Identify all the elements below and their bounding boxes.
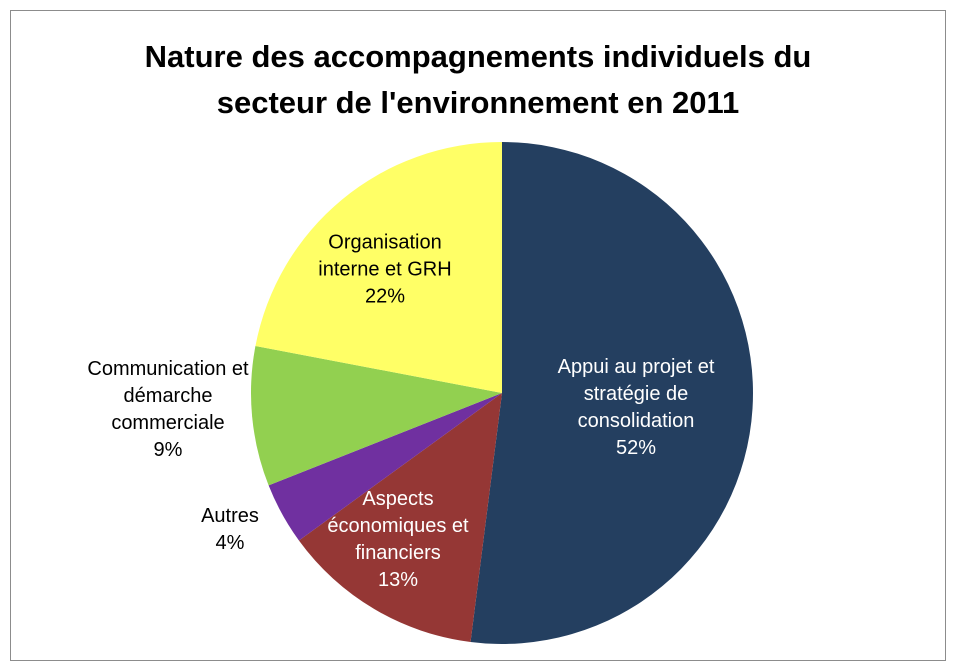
slice-label: Autres 4% xyxy=(185,503,275,557)
slice-label: Aspects économiques et financiers 13% xyxy=(308,486,488,594)
pie-slice xyxy=(268,393,502,541)
chart-title: Nature des accompagnements individuels d… xyxy=(144,39,812,120)
value-label: 52% xyxy=(615,437,657,459)
pie-slice xyxy=(255,142,502,393)
pie-slice xyxy=(470,142,753,644)
slice-label: Appui au projet et stratégie de consolid… xyxy=(541,354,731,462)
category-label: Aspects économiques et financiers xyxy=(327,488,469,564)
value-label: 9% xyxy=(153,439,183,461)
pie-slice xyxy=(251,345,502,486)
value-label: 4% xyxy=(215,532,245,554)
value-label: 13% xyxy=(377,569,419,591)
category-label: Appui au projet et stratégie de consolid… xyxy=(557,356,715,432)
category-label: Autres xyxy=(201,505,259,527)
slice-label: Communication et démarche commerciale 9% xyxy=(78,356,258,464)
category-label: Organisation interne et GRH xyxy=(318,231,452,281)
chart-frame xyxy=(10,10,946,661)
pie-slice xyxy=(298,393,502,643)
category-label: Communication et démarche commerciale xyxy=(87,358,249,434)
value-label: 22% xyxy=(364,285,406,308)
slice-label: Organisation interne et GRH 22% xyxy=(300,230,470,311)
